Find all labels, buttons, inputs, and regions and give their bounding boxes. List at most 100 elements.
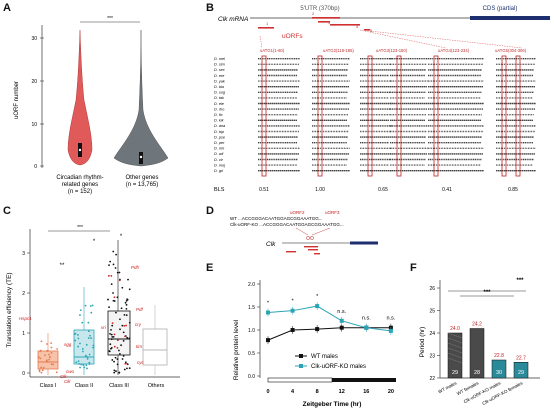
c-point [110, 333, 113, 336]
f-ytick-label: 23 [429, 353, 435, 359]
a-sig: *** [107, 16, 113, 22]
c-point [49, 356, 51, 358]
c-jitter-points [38, 250, 131, 374]
b-region-5: uATG5(304-306) [495, 48, 527, 53]
panel-f-letter: F [410, 262, 417, 274]
c-point [50, 342, 53, 345]
c-point [124, 362, 127, 365]
c-gene-8: tim [136, 344, 142, 349]
c-ytick-0: 0 [22, 371, 25, 377]
c-xtick-1: Class II [75, 383, 94, 389]
c-point [55, 371, 58, 374]
b-gene-label: Clk mRNA [218, 16, 248, 23]
c-point [88, 353, 91, 356]
a-violin-circadian [67, 29, 93, 166]
c-point [123, 313, 126, 316]
c-point [126, 336, 129, 339]
c-point [125, 303, 128, 306]
c-point [111, 322, 114, 325]
f-sig-2: *** [516, 278, 524, 284]
c-point [115, 370, 117, 373]
e-xtick-label: 0 [266, 389, 269, 395]
f-ylabel: Period (hr) [419, 327, 426, 358]
c-point [128, 321, 131, 324]
e-ylabel: Relative protein level [233, 319, 240, 380]
c-point [83, 366, 86, 369]
b-species-label: D. sug [214, 91, 226, 95]
c-point [110, 346, 113, 349]
b-bls-2: 1.00 [315, 187, 325, 193]
e-ytick-label: 1.0 [248, 328, 255, 334]
c-point [120, 344, 123, 347]
panel-a-letter: A [3, 2, 11, 14]
c-point [124, 301, 127, 304]
f-bar-n: 29 [452, 370, 458, 376]
c-point [108, 264, 110, 267]
c-gene-10: cyc [137, 360, 145, 365]
c-point [75, 361, 78, 364]
c-point [116, 296, 119, 299]
c-point [48, 358, 51, 361]
c-point [79, 309, 82, 312]
c-point [123, 325, 126, 327]
c-point [120, 307, 123, 310]
c-point [81, 350, 84, 353]
c-point [81, 348, 84, 350]
c-point [109, 343, 112, 346]
f-bar-label: Clk-uORF-KO females [481, 380, 524, 406]
c-point [116, 346, 119, 349]
c-point [46, 360, 49, 363]
e-sig-marks: * * * n.s. n.s. n.s. [267, 294, 396, 322]
c-point [79, 342, 81, 345]
c-point [74, 339, 77, 342]
e-legend-wt: WT males [311, 354, 338, 360]
c-point [109, 260, 112, 263]
e-series-line [267, 305, 391, 332]
c-point [52, 363, 55, 366]
panel-c-letter: C [3, 205, 11, 217]
c-point [111, 324, 114, 327]
c-point [44, 354, 46, 357]
b-species-label: D. pse [214, 135, 225, 139]
c-point [46, 343, 48, 345]
d-label-uorf3: uORF3 [325, 210, 340, 215]
c-point [116, 358, 119, 361]
b-species-label: D. vir [214, 158, 224, 162]
d-gene-label: Clk [266, 241, 276, 248]
c-point [108, 306, 110, 309]
c-point [78, 362, 81, 365]
b-region-1: uATG1(1-60) [260, 48, 285, 53]
c-gene-0: Hspc1 [19, 316, 32, 321]
b-bls-1: 0.51 [259, 187, 269, 193]
c-point [128, 288, 131, 291]
panel-c-boxplot: 0 1 2 3 Translation efficiency (TE) *** … [6, 225, 180, 389]
b-bls-4: 0.41 [442, 187, 452, 193]
c-point [50, 346, 53, 349]
e-sig-label: * [292, 299, 295, 305]
c-point [50, 363, 53, 366]
e-xtick-label: 16 [363, 389, 369, 395]
f-bar [491, 359, 507, 379]
c-point [113, 300, 116, 302]
c-xtick-3: Others [148, 383, 165, 389]
c-point [116, 363, 119, 366]
c-gene-3: cwo [66, 369, 74, 374]
c-point [119, 328, 121, 331]
c-point [110, 328, 112, 331]
a-ytick-20: 20 [31, 79, 37, 85]
c-gene-5: sgg [64, 342, 72, 347]
c-sig-classIII: * [120, 234, 123, 240]
c-point [107, 274, 110, 277]
a-violin-other [113, 29, 169, 167]
b-species-label: D. bip [214, 130, 224, 134]
e-ytick-label: 0.0 [248, 374, 255, 380]
c-point [124, 361, 127, 364]
e-series-line [267, 327, 391, 341]
c-point [89, 334, 91, 337]
f-bar [469, 328, 485, 379]
f-bar-value: 22.8 [494, 353, 504, 359]
c-point [81, 321, 84, 324]
e-xtick-label: 4 [291, 389, 295, 395]
b-uorf-num-4: 5 [370, 28, 373, 33]
